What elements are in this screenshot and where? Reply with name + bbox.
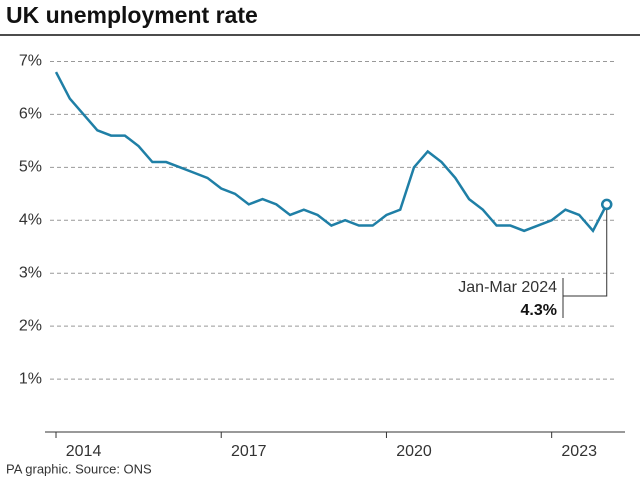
annotation: Jan-Mar 2024 bbox=[458, 279, 557, 296]
end-point bbox=[600, 198, 613, 211]
x-tick-label: 2020 bbox=[396, 443, 432, 460]
y-tick-label: 2% bbox=[19, 317, 42, 334]
y-tick-label: 7% bbox=[19, 53, 42, 70]
source: PA graphic. Source: ONS bbox=[6, 461, 152, 476]
x-tick-label: 2023 bbox=[561, 443, 597, 460]
y-tick-label: 1% bbox=[19, 370, 42, 387]
y-tick-label: 4% bbox=[19, 211, 42, 228]
chart-title: UK unemployment rate bbox=[6, 2, 258, 28]
x-tick-label: 2017 bbox=[231, 443, 267, 460]
y-tick-label: 6% bbox=[19, 106, 42, 123]
x-tick-label: 2014 bbox=[66, 443, 102, 460]
y-tick-label: 5% bbox=[19, 159, 42, 176]
annotation-connector bbox=[563, 204, 608, 297]
y-tick-label: 3% bbox=[19, 264, 42, 281]
series-line bbox=[54, 71, 608, 234]
value-label: 4.3% bbox=[521, 302, 557, 319]
